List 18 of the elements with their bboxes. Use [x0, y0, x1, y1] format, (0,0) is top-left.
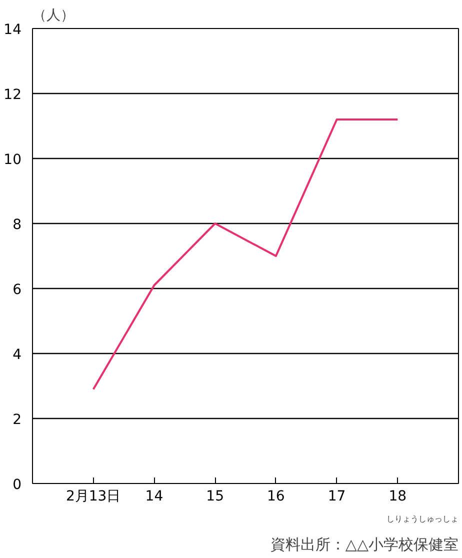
- y-tick-label: 6: [12, 282, 22, 298]
- y-axis-title: （人）: [32, 8, 74, 24]
- y-tick-label: 10: [4, 152, 22, 168]
- y-tick-label: 14: [4, 22, 22, 38]
- line-series: [92, 118, 399, 390]
- y-tick-label: 12: [4, 87, 22, 103]
- text: 資料出所：△△小学校保健室: [270, 536, 459, 554]
- x-tick-label: 14: [145, 488, 164, 504]
- y-tick-label: 8: [12, 217, 22, 233]
- x-tick-label: 18: [388, 488, 407, 504]
- x-tick-label: 17: [328, 488, 346, 504]
- text: しりょうしゅっしょ: [386, 514, 458, 524]
- x-tick-label: 2月13日: [66, 488, 121, 504]
- x-tick-label: 16: [267, 488, 285, 504]
- y-tick-label: 2: [12, 412, 22, 428]
- x-tick-label: 15: [206, 488, 224, 504]
- y-tick-label: 4: [12, 347, 22, 363]
- y-tick-label: 0: [12, 477, 22, 493]
